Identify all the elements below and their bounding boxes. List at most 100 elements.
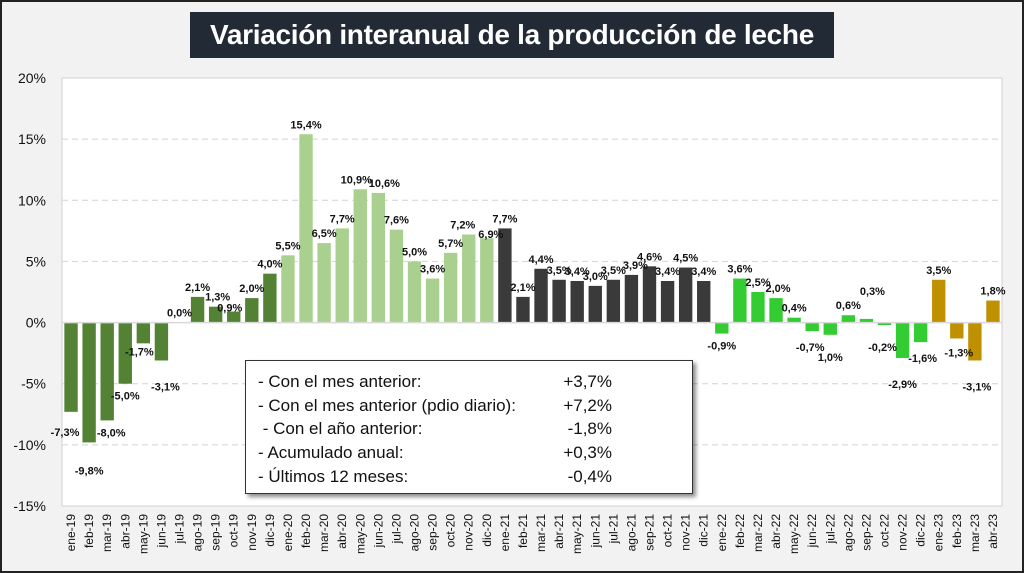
- x-tick-label: sep-21: [643, 514, 657, 551]
- x-tick-label: jul-19: [173, 514, 187, 545]
- bar-feb-23: [950, 322, 964, 339]
- bar-mar-19: [100, 322, 114, 421]
- summary-row: - Acumulado anual: +0,3%: [258, 441, 678, 464]
- x-tick-label: oct-20: [444, 514, 458, 548]
- bar-jun-19: [154, 322, 169, 361]
- bar-feb-20: [299, 134, 313, 323]
- x-tick-label: jun-19: [154, 514, 168, 549]
- x-tick-label: jun-21: [588, 514, 602, 549]
- data-label: 3,5%: [926, 265, 951, 277]
- bar-mar-22: [751, 292, 765, 323]
- data-label: -7,3%: [51, 427, 80, 439]
- x-tick-label: abr-23: [986, 514, 1000, 549]
- x-tick-label: dic-21: [697, 514, 711, 547]
- x-tick-label: mar-23: [968, 514, 982, 552]
- x-tick-label: mar-22: [751, 514, 765, 552]
- summary-label: - Últimos 12 meses:: [258, 467, 409, 486]
- data-label: 10,6%: [369, 178, 400, 190]
- bar-feb-21: [516, 296, 530, 323]
- bar-may-21: [570, 280, 584, 323]
- x-axis-ticks: ene-19 feb-19 mar-19 abr-19 may-19 jun-19 jul-…: [64, 514, 1000, 554]
- bar-mar-23: [968, 322, 982, 361]
- x-tick-label: abr-19: [118, 514, 132, 549]
- bar-ago-22: [841, 315, 856, 323]
- bar-dic-20: [480, 238, 494, 323]
- x-tick-label: nov-19: [245, 514, 259, 551]
- x-tick-label: ago-20: [408, 514, 422, 552]
- data-label: 0,6%: [836, 300, 861, 312]
- data-label: 1,0%: [818, 352, 843, 364]
- data-label: -1,6%: [908, 353, 937, 365]
- data-label: 7,2%: [450, 220, 475, 232]
- data-label: 3,0%: [583, 271, 608, 283]
- y-axis-ticks: 20% 15% 10% 5% 0% -5% -10% -15%: [13, 70, 46, 514]
- bar-oct-21: [660, 280, 675, 323]
- bar-ene-21: [498, 228, 512, 323]
- x-tick-label: may-20: [353, 514, 367, 554]
- bar-abr-22: [769, 298, 783, 323]
- x-tick-label: ago-21: [624, 514, 638, 552]
- x-tick-label: sep-19: [209, 514, 223, 551]
- data-label: 2,0%: [765, 283, 790, 295]
- bar-oct-22: [877, 322, 892, 326]
- data-label: -8,0%: [97, 427, 126, 439]
- bar-jul-20: [389, 229, 404, 323]
- data-labels: -7,3%-9,8%-8,0%-5,0%-1,7%-3,1%0,0%2,1%1,…: [51, 119, 1006, 477]
- data-label: -2,9%: [888, 379, 917, 391]
- data-label: 3,9%: [623, 260, 648, 272]
- x-tick-label: nov-20: [462, 514, 476, 551]
- bar-feb-22: [733, 278, 747, 323]
- bars: [64, 134, 1000, 443]
- summary-label: - Con el mes anterior:: [258, 372, 422, 391]
- bar-ago-21: [624, 274, 639, 323]
- data-label: 3,6%: [420, 264, 445, 276]
- y-tick-label: 5%: [26, 253, 46, 269]
- x-tick-label: sep-22: [859, 514, 873, 551]
- data-label: -3,1%: [151, 381, 180, 393]
- x-tick-label: ene-21: [498, 514, 512, 552]
- bar-abr-23: [986, 300, 1000, 323]
- bar-feb-19: [82, 322, 96, 443]
- summary-label: - Acumulado anual:: [258, 443, 404, 462]
- y-tick-label: -15%: [13, 498, 46, 514]
- data-label: 3,4%: [691, 266, 716, 278]
- bar-jul-22: [823, 322, 837, 335]
- data-label: 3,4%: [655, 266, 680, 278]
- bar-abr-20: [335, 228, 349, 323]
- summary-row: - Con el mes anterior (pdio diario): +7,…: [258, 394, 678, 417]
- bar-oct-19: [227, 311, 241, 323]
- x-tick-label: dic-20: [480, 514, 494, 547]
- data-label: -5,0%: [111, 391, 140, 403]
- data-label: 1,8%: [980, 286, 1005, 298]
- x-tick-label: mar-21: [534, 514, 548, 552]
- data-label: 5,0%: [402, 246, 427, 258]
- x-tick-label: dic-19: [263, 514, 277, 547]
- data-label: 4,4%: [528, 254, 553, 266]
- data-label: 2,1%: [510, 282, 535, 294]
- bar-dic-19: [263, 273, 277, 323]
- y-tick-label: 20%: [18, 70, 46, 86]
- data-label: 4,6%: [637, 251, 662, 263]
- x-tick-label: ene-23: [932, 514, 946, 552]
- data-label: 1,3%: [205, 292, 230, 304]
- bar-ene-19: [64, 322, 78, 412]
- bar-abr-19: [118, 322, 132, 384]
- summary-row: - Con el año anterior: -1,8%: [258, 417, 678, 440]
- x-tick-label: feb-21: [516, 514, 530, 548]
- data-label: -0,9%: [707, 341, 736, 353]
- bar-sep-22: [859, 318, 874, 323]
- data-label: 3,5%: [601, 265, 626, 277]
- bar-abr-21: [552, 279, 566, 323]
- data-label: 2,1%: [185, 282, 210, 294]
- x-tick-label: jun-20: [371, 514, 385, 549]
- data-label: 3,5%: [547, 265, 572, 277]
- bar-ene-23: [932, 279, 946, 323]
- data-label: -0,7%: [796, 342, 825, 354]
- data-label: 2,5%: [745, 277, 770, 289]
- x-tick-label: abr-22: [769, 514, 783, 549]
- data-label: -9,8%: [75, 465, 104, 477]
- chart-title: Variación interanual de la producción de…: [190, 12, 834, 58]
- x-tick-label: feb-23: [950, 514, 964, 548]
- x-tick-label: oct-21: [661, 514, 675, 548]
